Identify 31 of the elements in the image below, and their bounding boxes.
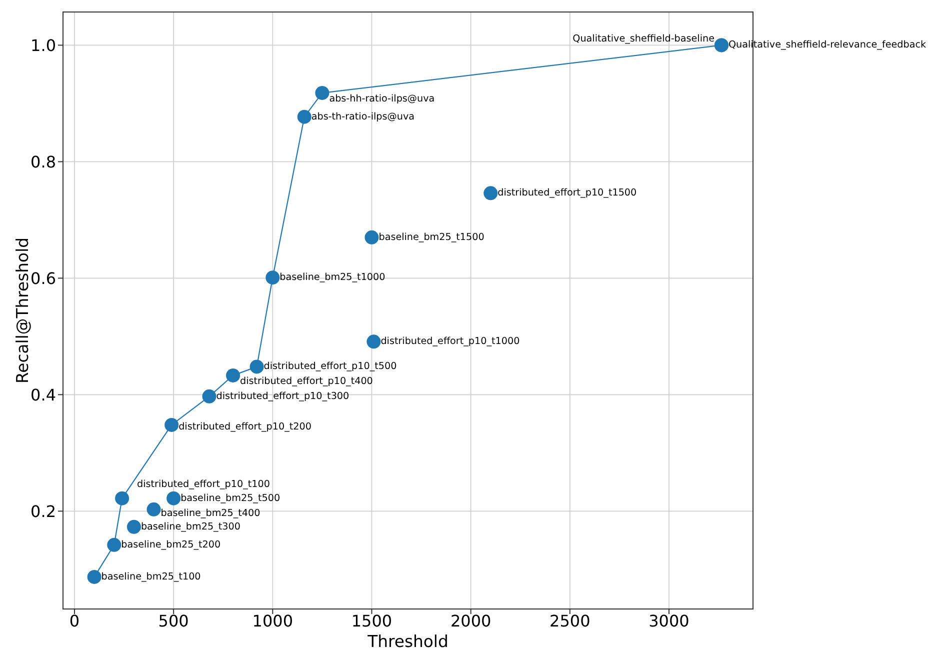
annotation: baseline_bm25_t500	[180, 492, 280, 504]
annotation: baseline_bm25_t1500	[378, 232, 484, 243]
annotation: distributed_effort_p10_t200	[178, 421, 312, 432]
annotation: distributed_effort_p10_t100	[137, 478, 270, 490]
x-axis-title: Threshold	[366, 632, 448, 651]
x-tick-label: 2500	[550, 611, 590, 630]
x-tick-label: 1500	[351, 611, 392, 630]
annotation: distributed_effort_p10_t400	[240, 376, 373, 387]
annotation: baseline_bm25_t100	[101, 571, 201, 582]
x-tick-label: 0	[69, 611, 80, 630]
annotation: distributed_effort_p10_t300	[216, 390, 350, 402]
annotation: Qualitative_sheffield-baseline	[572, 34, 715, 45]
x-tick-label: 500	[158, 611, 189, 630]
y-tick-label: 0.2	[30, 502, 56, 521]
annotation: abs-th-ratio-ilps@uva	[311, 111, 415, 122]
annotation: baseline_bm25_t200	[121, 539, 221, 550]
annotation: abs-hh-ratio-ilps@uva	[329, 93, 435, 104]
annotation: baseline_bm25_t400	[160, 508, 260, 519]
annotation: distributed_effort_p10_t1000	[380, 336, 520, 348]
annotation: baseline_bm25_t300	[140, 521, 240, 532]
annotation: distributed_effort_p10_t500	[264, 361, 397, 372]
y-tick-label: 0.6	[30, 268, 56, 288]
x-tick-label: 1000	[252, 611, 294, 630]
annotation: baseline_bm25_t1000	[280, 272, 386, 284]
y-axis-title: Recall@Threshold	[12, 237, 32, 384]
annotation: distributed_effort_p10_t1500	[498, 188, 637, 199]
x-tick-label: 2000	[450, 611, 492, 630]
y-tick-label: 0.4	[30, 385, 56, 404]
y-tick-label: 1.0	[30, 36, 56, 55]
y-tick-label: 0.8	[30, 152, 56, 172]
x-tick-label: 3000	[648, 611, 690, 630]
